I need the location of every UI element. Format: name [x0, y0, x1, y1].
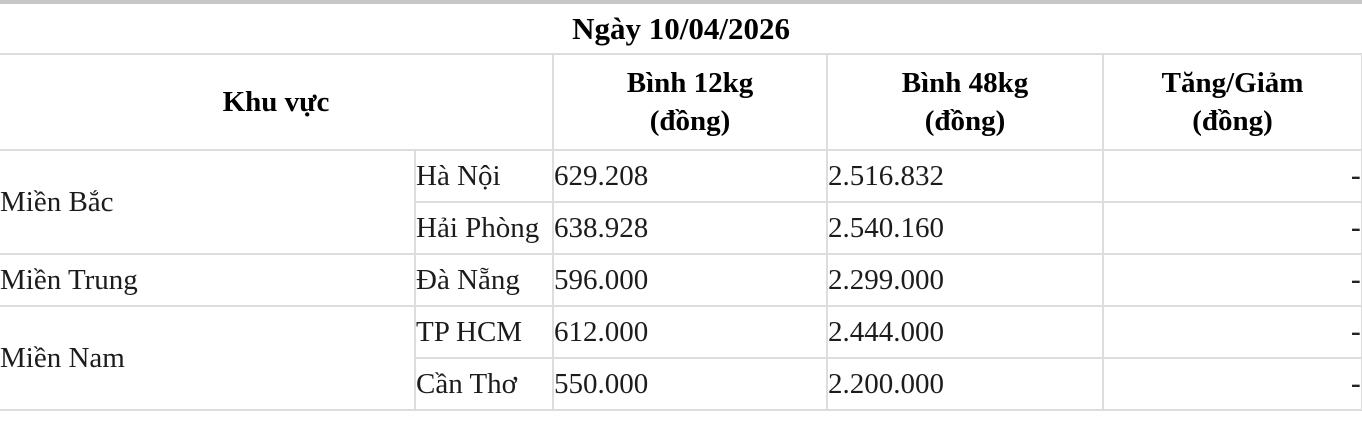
price-48kg-cell: 2.540.160	[826, 201, 1104, 255]
header-bottle-48kg-label: Bình 48kg	[901, 66, 1029, 99]
table-row: Miền Bắc Hà Nội 629.208 2.516.832 -	[0, 149, 1362, 255]
price-12kg-cell: 612.000	[552, 305, 828, 359]
city-cell: TP HCM	[414, 305, 554, 359]
table-row: Cần Thơ 550.000 2.200.000 -	[0, 357, 1362, 411]
region-cell: Miền Trung	[0, 253, 416, 307]
header-bottle-48kg: Bình 48kg (đồng)	[826, 53, 1104, 151]
header-bottle-12kg: Bình 12kg (đồng)	[552, 53, 828, 151]
header-change: Tăng/Giảm (đồng)	[1101, 53, 1362, 151]
table-title-row: Ngày 10/04/2026	[0, 0, 1362, 55]
city-cell: Cần Thơ	[415, 357, 554, 411]
price-12kg-cell: 596.000	[552, 253, 828, 307]
header-change-unit: (đồng)	[1192, 105, 1273, 137]
city-cell: Hà Nội	[414, 149, 554, 203]
region-cell: Miền Bắc	[0, 149, 416, 255]
header-bottle-12kg-unit: (đồng)	[649, 105, 731, 137]
price-48kg-cell: 2.516.832	[826, 149, 1104, 203]
header-change-label: Tăng/Giảm	[1161, 66, 1304, 99]
price-12kg-cell: 550.000	[552, 357, 828, 411]
table-row: Hải Phòng 638.928 2.540.160 -	[0, 201, 1362, 255]
price-12kg-cell: 629.208	[552, 149, 828, 203]
price-48kg-cell: 2.200.000	[826, 357, 1104, 411]
change-cell: -	[1101, 305, 1362, 359]
table-title: Ngày 10/04/2026	[0, 0, 1362, 55]
price-48kg-cell: 2.444.000	[826, 305, 1104, 359]
table-row: Miền Nam TP HCM 612.000 2.444.000 -	[0, 305, 1362, 411]
gas-price-table: Ngày 10/04/2026 Khu vực Bình 12kg (đồng)…	[0, 0, 1362, 411]
change-cell: -	[1101, 357, 1362, 411]
price-48kg-cell: 2.299.000	[826, 253, 1104, 307]
table-row: Miền Trung Đà Nẵng 596.000 2.299.000 -	[0, 253, 1362, 307]
header-bottle-48kg-unit: (đồng)	[924, 105, 1006, 137]
region-cell: Miền Nam	[0, 305, 416, 411]
city-cell: Đà Nẵng	[414, 253, 554, 307]
header-bottle-12kg-label: Bình 12kg	[626, 66, 754, 99]
header-region: Khu vực	[0, 53, 554, 151]
change-cell: -	[1101, 149, 1362, 203]
change-cell: -	[1101, 253, 1362, 307]
header-region-label: Khu vực	[222, 85, 330, 118]
table-header-row: Khu vực Bình 12kg (đồng) Bình 48kg (đồng…	[0, 53, 1362, 151]
change-cell: -	[1101, 201, 1362, 255]
city-cell: Hải Phòng	[415, 201, 554, 255]
price-12kg-cell: 638.928	[552, 201, 828, 255]
